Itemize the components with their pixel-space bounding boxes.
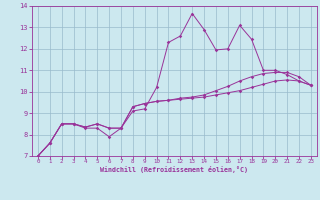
X-axis label: Windchill (Refroidissement éolien,°C): Windchill (Refroidissement éolien,°C)	[100, 166, 248, 173]
